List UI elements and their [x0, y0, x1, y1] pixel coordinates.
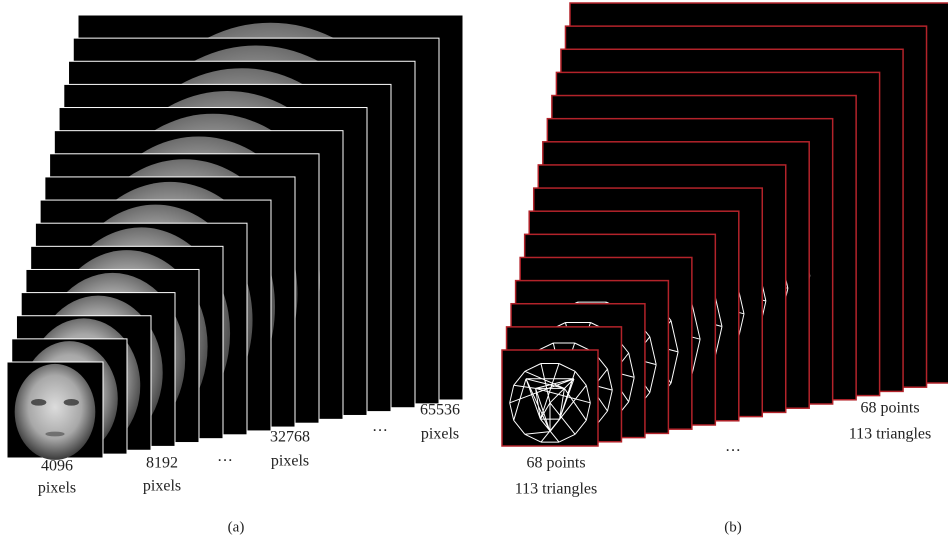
labels: 4096 pixels 8192 pixels ··· 32768 pixels ··· 655… — [38, 400, 931, 536]
annotation: ··· — [217, 453, 233, 470]
annotation: 113 triangles — [849, 426, 932, 443]
mesh-lines — [509, 363, 591, 443]
annotation: 68 points — [526, 455, 585, 472]
annotation: ··· — [372, 423, 388, 440]
eye — [31, 398, 47, 406]
annotation: 68 points — [860, 400, 919, 417]
face-shape — [14, 363, 96, 460]
panel-caption: (a) — [228, 519, 245, 535]
annotation: pixels — [38, 480, 76, 497]
annotation: ··· — [725, 443, 741, 460]
panel-a-stack — [6, 14, 464, 460]
face-image — [6, 361, 104, 460]
mouth — [45, 431, 65, 437]
panel-b-stack — [501, 2, 948, 447]
annotation: pixels — [271, 453, 309, 470]
annotation: pixels — [143, 478, 181, 495]
mesh-image — [501, 349, 599, 447]
eye — [63, 398, 79, 406]
panel-caption: (b) — [724, 519, 742, 535]
annotation: 65536 — [420, 402, 460, 419]
annotation: 4096 — [41, 458, 73, 475]
annotation: 32768 — [270, 429, 310, 446]
annotation: 113 triangles — [515, 481, 598, 498]
annotation: pixels — [421, 426, 459, 443]
annotation: 8192 — [146, 455, 178, 472]
